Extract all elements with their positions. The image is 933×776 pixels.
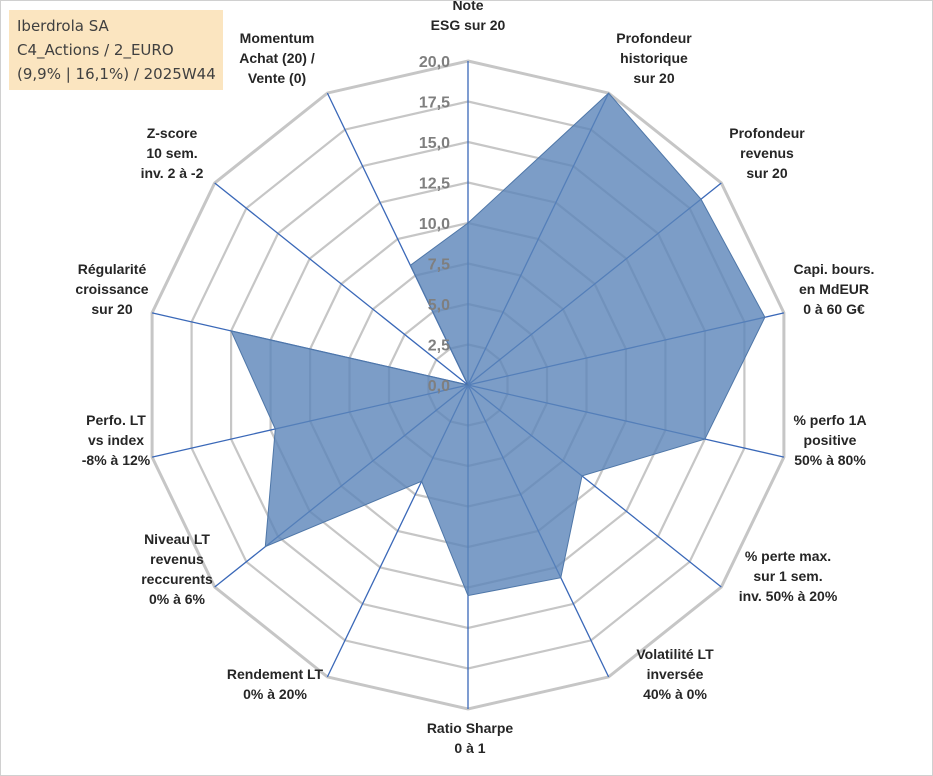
tick-label: 12,5 [419,176,450,193]
axis-label-line: Perfo. LT [86,412,146,428]
axis-label-line: % perfo 1A [793,412,866,428]
tick-label: 17,5 [419,95,450,112]
axis-label-line: 0 à 60 G€ [803,301,865,317]
tick-label: 0,0 [428,378,450,395]
axis-label: Note ESG sur 20 [431,1,506,33]
axis-label-line: Profondeur [729,125,805,141]
chart-title-stats: (9,9% | 16,1%) / 2025W44 [17,65,216,83]
axis-label-line: reccurents [141,571,213,587]
axis-label: % perte max. sur 1 sem. inv. 50% à 20% [739,548,838,604]
axis-label-line: revenus [150,551,204,567]
axis-label-line: Vente (0) [248,70,306,86]
axis-label-line: sur 1 sem. [753,568,822,584]
tick-label: 15,0 [419,135,450,152]
axis-label-line: 10 sem. [146,145,197,161]
axis-label: Z-score 10 sem. inv. 2 à -2 [141,125,204,181]
axis-label-line: sur 20 [91,301,132,317]
axis-label-line: sur 20 [633,70,674,86]
axis-label-line: 40% à 0% [643,686,707,702]
axis-label-layer: Note ESG sur 20 Profondeur historique sur 20… [75,1,874,756]
tick-layer: 0,0 2,5 5,0 7,5 10,0 12,5 15,0 17,5 20,0 [419,54,450,395]
axis-label: Perfo. LT vs index -8% à 12% [82,412,151,468]
axis-label-line: inversée [647,666,704,682]
axis-label-line: ESG sur 20 [431,17,506,33]
axis-label-line: Z-score [147,125,198,141]
axis-label-line: croissance [75,281,148,297]
axis-label-line: en MdEUR [799,281,869,297]
axis-label-line: Volatilité LT [636,646,714,662]
axis-label-line: inv. 50% à 20% [739,588,838,604]
tick-label: 5,0 [428,297,450,314]
chart-title-company: Iberdrola SA [17,17,109,35]
axis-label-line: 0% à 20% [243,686,307,702]
axis-label-line: inv. 2 à -2 [141,165,204,181]
series-layer [230,92,766,597]
axis-label: Rendement LT 0% à 20% [227,666,324,702]
axis-label-line: 0% à 6% [149,591,206,607]
axis-label-line: Régularité [78,261,147,277]
axis-label: Ratio Sharpe 0 à 1 [427,720,514,756]
tick-label: 20,0 [419,54,450,71]
series-area [230,92,766,597]
axis-label: Profondeur historique sur 20 [616,30,692,86]
axis-label: Momentum Achat (20) / Vente (0) [239,30,315,86]
axis-label-line: 0 à 1 [454,740,485,756]
axis-label-line: positive [804,432,857,448]
axis-label-line: Capi. bours. [794,261,875,277]
axis-label-line: Note [452,1,483,13]
axis-label: Régularité croissance sur 20 [75,261,148,317]
axis-spoke [214,182,469,386]
axis-label: Capi. bours. en MdEUR 0 à 60 G€ [794,261,875,317]
chart-title-box: Iberdrola SA C4_Actions / 2_EURO (9,9% |… [9,10,223,90]
axis-label: Niveau LT revenus reccurents 0% à 6% [141,531,213,607]
tick-label: 2,5 [428,338,450,355]
axis-label-line: Profondeur [616,30,692,46]
axis-label: Volatilité LT inversée 40% à 0% [636,646,714,702]
axis-label-line: Niveau LT [144,531,210,547]
axis-label: Profondeur revenus sur 20 [729,125,805,181]
axis-label-line: Ratio Sharpe [427,720,514,736]
axis-label-line: historique [620,50,688,66]
chart-title-category: C4_Actions / 2_EURO [17,41,174,59]
axis-label-line: Momentum [240,30,315,46]
tick-label: 7,5 [428,257,450,274]
axis-label-line: 50% à 80% [794,452,866,468]
axis-label-line: Rendement LT [227,666,324,682]
axis-label-line: vs index [88,432,144,448]
axis-label-line: Achat (20) / [239,50,315,66]
axis-label-line: revenus [740,145,794,161]
axis-label-line: -8% à 12% [82,452,151,468]
axis-label-line: sur 20 [746,165,787,181]
axis-label-line: % perte max. [745,548,831,564]
tick-label: 10,0 [419,216,450,233]
axis-label: % perfo 1A positive 50% à 80% [793,412,866,468]
